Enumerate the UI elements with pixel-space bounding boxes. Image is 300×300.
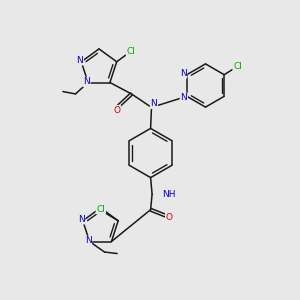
Text: N: N [83, 77, 90, 86]
Text: O: O [113, 106, 120, 115]
Text: N: N [76, 56, 83, 65]
Text: N: N [85, 236, 92, 245]
Text: Cl: Cl [233, 62, 242, 71]
Text: NH: NH [162, 190, 175, 199]
Text: N: N [78, 215, 85, 224]
Text: N: N [151, 99, 157, 108]
Text: Cl: Cl [127, 47, 136, 56]
Text: N: N [180, 69, 187, 78]
Text: Cl: Cl [96, 205, 105, 214]
Text: O: O [166, 213, 173, 222]
Text: N: N [180, 93, 187, 102]
